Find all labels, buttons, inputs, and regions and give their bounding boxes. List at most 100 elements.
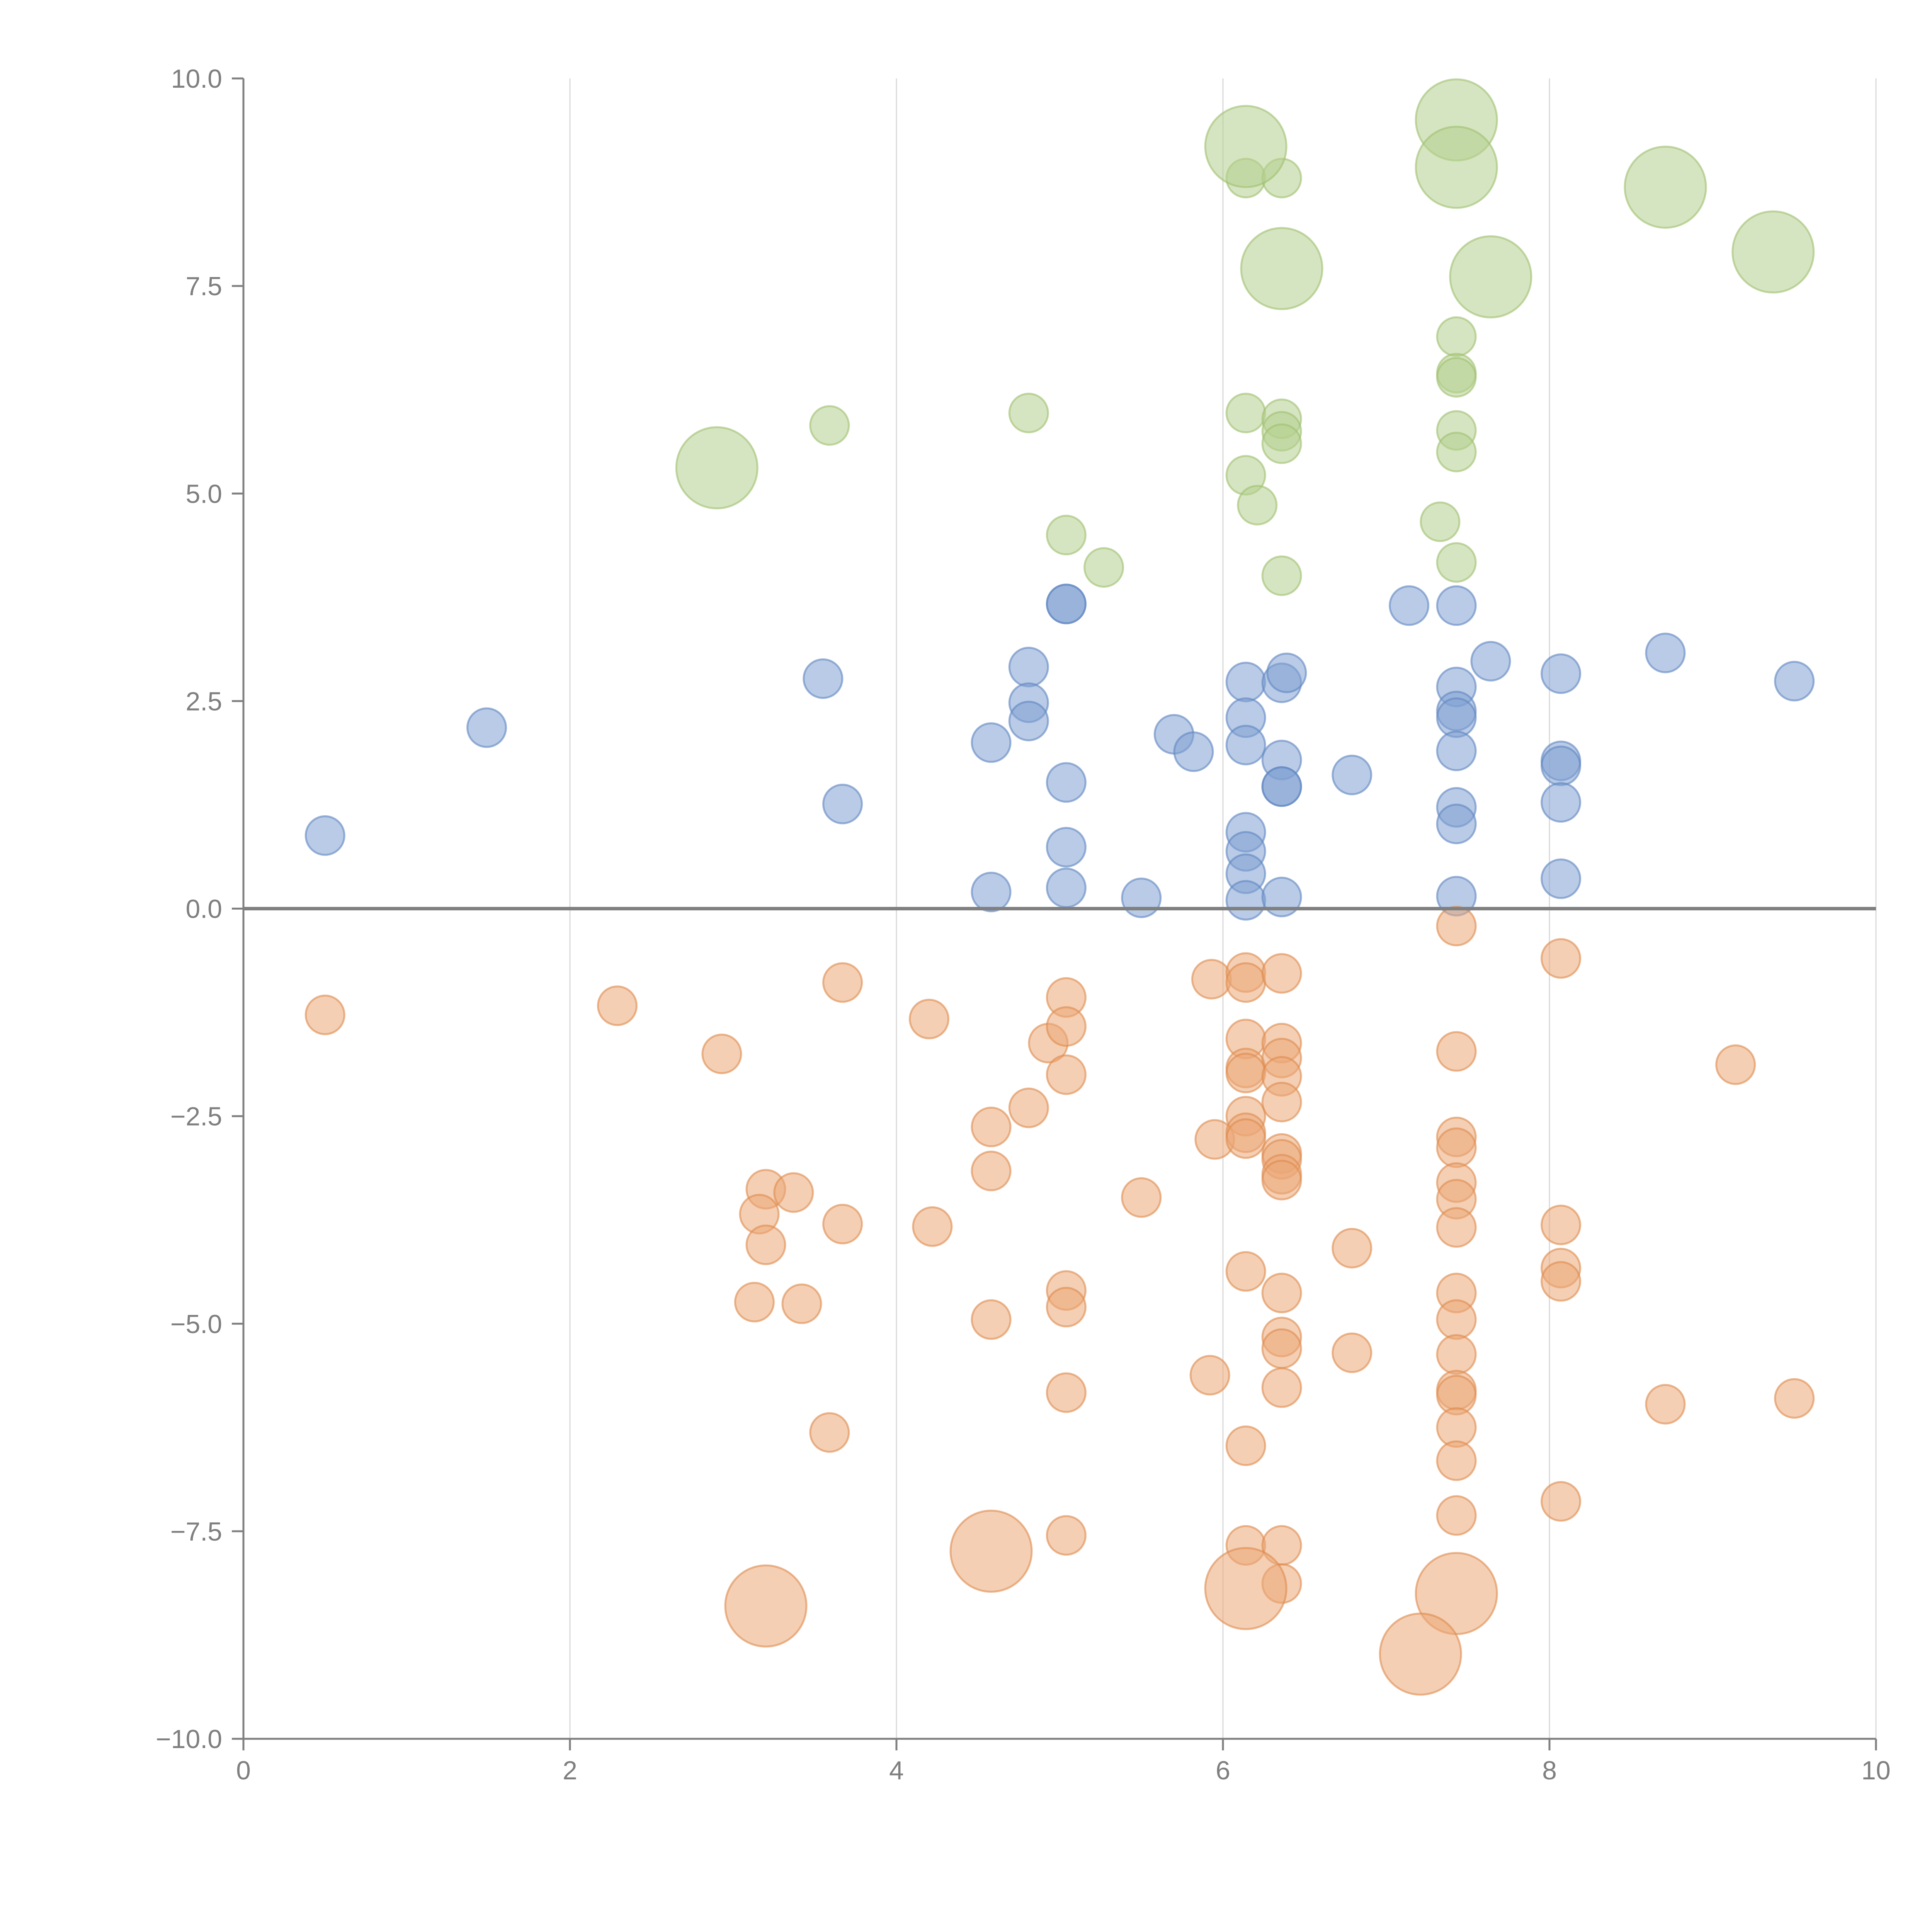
data-point-green (1420, 501, 1461, 542)
data-point-blue (1436, 730, 1477, 771)
data-point-blue (1225, 880, 1266, 921)
x-tick-label: 0 (236, 1756, 251, 1785)
data-point-orange (1261, 953, 1302, 994)
data-point-blue (1436, 585, 1477, 626)
data-point-green (1204, 105, 1287, 188)
data-point-green (809, 405, 850, 446)
data-point-orange (909, 998, 949, 1039)
data-point-orange (1046, 1515, 1087, 1556)
data-point-orange (822, 962, 863, 1003)
data-point-orange (1261, 1328, 1302, 1369)
data-point-orange (1379, 1612, 1462, 1696)
data-point-orange (1436, 1299, 1477, 1340)
data-point-blue (1008, 646, 1049, 687)
data-point-orange (1436, 906, 1477, 947)
axes (232, 77, 1877, 1750)
data-point-orange (1121, 1177, 1162, 1218)
y-tick-label: 5.0 (185, 479, 222, 509)
data-point-blue (1389, 585, 1430, 626)
data-point-blue (1046, 762, 1087, 803)
data-points (304, 78, 1815, 1696)
data-point-green (1624, 145, 1707, 229)
data-point-blue (304, 815, 345, 856)
data-point-orange (1189, 1355, 1230, 1396)
data-point-blue (1121, 878, 1162, 918)
y-tick-label: 7.5 (185, 272, 222, 301)
data-point-orange (734, 1282, 775, 1323)
data-point-blue (971, 872, 1012, 913)
y-tick-label: −2.5 (170, 1102, 222, 1131)
data-point-orange (822, 1204, 863, 1245)
data-point-orange (1436, 1031, 1477, 1072)
data-point-blue (1008, 701, 1049, 742)
data-point-green (1436, 542, 1477, 583)
data-point-orange (1046, 1054, 1087, 1095)
y-tick-label: 2.5 (185, 687, 222, 716)
x-tick-label: 2 (563, 1756, 577, 1785)
data-point-blue (1225, 724, 1266, 765)
data-point-orange (1541, 1204, 1582, 1245)
data-point-orange (597, 985, 638, 1026)
tick-labels: 0 2 4 6 8 10 10.0 7.5 5.0 2.5 0.0 −2.5 −5.0 −7.5 −10.0 (156, 64, 1891, 1785)
data-point-orange (1225, 1251, 1266, 1292)
data-point-orange (809, 1412, 850, 1453)
data-point-orange (1436, 1207, 1477, 1248)
data-point-green (1261, 555, 1302, 596)
data-point-blue (1541, 858, 1582, 899)
data-point-blue (803, 658, 844, 699)
data-point-green (1436, 432, 1477, 473)
data-point-orange (949, 1509, 1033, 1593)
data-point-orange (1225, 962, 1266, 1003)
data-point-orange (1541, 1481, 1582, 1522)
data-point-blue (1173, 731, 1214, 772)
x-tick-label: 10 (1861, 1756, 1891, 1785)
data-point-blue (1645, 633, 1686, 673)
y-tick-label: −5.0 (170, 1310, 222, 1339)
data-point-blue (1436, 803, 1477, 844)
data-point-blue (1541, 782, 1582, 823)
data-point-orange (1436, 1127, 1477, 1168)
data-point-green (1449, 235, 1532, 318)
data-point-green (1046, 515, 1087, 556)
data-point-orange (745, 1225, 786, 1265)
data-point-orange (1436, 1334, 1477, 1375)
data-point-orange (1774, 1378, 1815, 1419)
data-point-green (1261, 423, 1302, 464)
data-point-blue (1046, 583, 1087, 624)
data-point-blue (1225, 662, 1266, 702)
data-point-green (1436, 357, 1477, 398)
data-point-green (675, 426, 759, 510)
y-tick-label: −7.5 (170, 1517, 222, 1546)
data-point-orange (1046, 1287, 1087, 1328)
data-point-blue (822, 784, 863, 825)
data-point-orange (1225, 1053, 1266, 1094)
data-point-orange (1261, 1272, 1302, 1313)
x-tick-label: 8 (1542, 1756, 1557, 1785)
data-point-orange (1261, 1082, 1302, 1122)
data-point-blue (1261, 876, 1302, 917)
data-point-orange (304, 995, 345, 1036)
data-point-orange (1225, 1425, 1266, 1466)
data-point-orange (1261, 1367, 1302, 1408)
data-point-orange (1436, 1495, 1477, 1536)
data-point-green (1436, 316, 1477, 357)
data-point-orange (1046, 1006, 1087, 1047)
data-point-blue (1541, 653, 1582, 694)
data-point-orange (1541, 938, 1582, 979)
data-point-orange (724, 1564, 808, 1648)
y-tick-label: 10.0 (171, 64, 222, 94)
data-point-orange (971, 1299, 1012, 1340)
data-point-orange (912, 1206, 953, 1247)
data-point-green (1008, 393, 1049, 434)
data-point-orange (773, 1172, 814, 1213)
data-point-blue (466, 707, 507, 748)
data-point-blue (1774, 661, 1815, 702)
data-point-orange (971, 1107, 1012, 1148)
data-point-orange (1046, 1372, 1087, 1413)
data-point-blue (1261, 766, 1302, 807)
data-point-blue (971, 722, 1012, 763)
data-point-green (1237, 485, 1278, 526)
data-point-orange (1191, 959, 1232, 1000)
data-point-green (1225, 393, 1266, 434)
